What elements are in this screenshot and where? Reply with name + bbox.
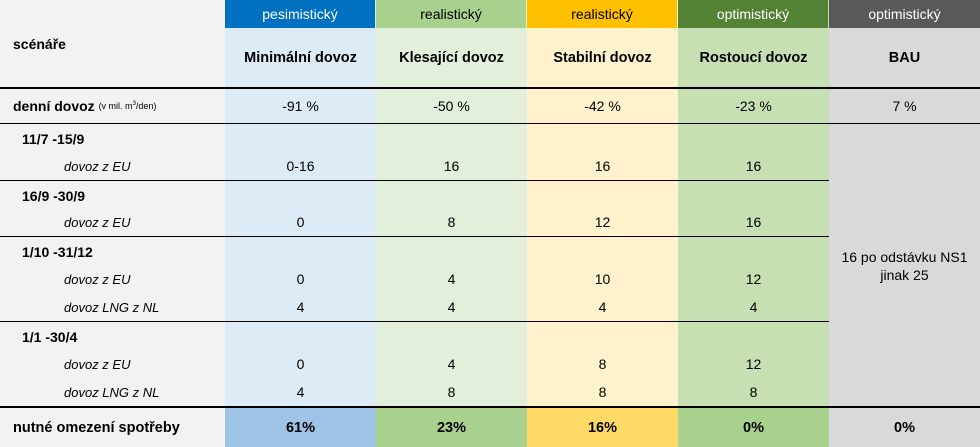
scenario-name: Rostoucí dovoz	[699, 50, 808, 66]
row-label: dovoz z EU	[64, 356, 131, 372]
scenario-name: Stabilní dovoz	[553, 50, 652, 66]
row-label: dovoz LNG z NL	[64, 384, 160, 400]
bau-note: 16 po odstávku NS1 jinak 25	[829, 240, 980, 292]
consumption-cut-label: nutné omezení spotřeby	[13, 419, 180, 436]
consumption-cut-value: 23%	[376, 408, 527, 447]
value-cell: 8	[447, 214, 456, 230]
divider	[0, 321, 829, 322]
divider	[0, 123, 980, 124]
value-cell: 4	[296, 384, 305, 400]
period-title: 1/10 -31/12	[22, 244, 93, 260]
value-cell: 12	[745, 356, 762, 372]
type-header: pesimistický	[225, 0, 375, 28]
daily-value: -50 %	[433, 98, 470, 114]
divider	[0, 406, 980, 408]
divider	[0, 236, 829, 237]
row-label: dovoz LNG z NL	[64, 299, 160, 315]
value-cell: 12	[594, 214, 611, 230]
scenario-name: Klesající dovoz	[399, 50, 504, 66]
type-header: realistický	[527, 0, 677, 28]
value-cell: 16	[745, 214, 762, 230]
value-cell: 0	[296, 356, 305, 372]
col-real1-bg	[376, 0, 527, 447]
daily-import-unit: (v mil. m3/den)	[99, 101, 157, 111]
type-header: optimistický	[829, 0, 980, 28]
divider	[0, 180, 829, 181]
value-cell: 16	[443, 158, 460, 174]
value-cell: 0-16	[286, 158, 315, 174]
period-title: 1/1 -30/4	[22, 329, 78, 345]
daily-import-label: denní dovoz (v mil. m3/den)	[13, 92, 225, 120]
col-opt-bg	[678, 0, 829, 447]
period-title: 11/7 -15/9	[22, 131, 85, 147]
row-label: dovoz z EU	[64, 158, 131, 174]
period-title: 16/9 -30/9	[22, 188, 86, 204]
value-cell: 4	[296, 299, 305, 315]
value-cell: 4	[598, 299, 607, 315]
bau-note-line: 16 po odstávku NS1	[841, 249, 968, 265]
row-label: dovoz z EU	[64, 271, 131, 287]
value-cell: 8	[749, 384, 758, 400]
value-cell: 4	[447, 271, 456, 287]
value-cell: 4	[749, 299, 758, 315]
col-bau-bg	[829, 0, 980, 447]
unit-suffix: /den)	[135, 101, 157, 111]
col-real2-bg	[527, 0, 678, 447]
consumption-cut-value: 0%	[829, 408, 980, 447]
scenario-name: Minimální dovoz	[244, 50, 357, 66]
col-pes-bg	[225, 0, 376, 447]
type-header: realistický	[376, 0, 526, 28]
value-cell: 8	[447, 384, 456, 400]
daily-value: -91 %	[282, 98, 319, 114]
unit-prefix: (v mil. m	[98, 101, 133, 111]
daily-import-title: denní dovoz	[13, 98, 95, 114]
unit-superscript: 3	[132, 101, 136, 107]
value-cell: 4	[447, 356, 456, 372]
value-cell: 10	[594, 271, 611, 287]
daily-value: -42 %	[584, 98, 621, 114]
daily-value: 7 %	[892, 98, 917, 114]
scenarios-label: scénáře	[13, 36, 66, 52]
value-cell: 8	[598, 356, 607, 372]
type-header: optimistický	[678, 0, 828, 28]
value-cell: 8	[598, 384, 607, 400]
value-cell: 4	[447, 299, 456, 315]
consumption-cut-value: 0%	[678, 408, 829, 447]
daily-value: -23 %	[735, 98, 772, 114]
value-cell: 12	[745, 271, 762, 287]
row-label: dovoz z EU	[64, 214, 131, 230]
value-cell: 0	[296, 271, 305, 287]
value-cell: 16	[745, 158, 762, 174]
consumption-cut-value: 61%	[225, 408, 376, 447]
bau-note-line: jinak 25	[880, 267, 929, 283]
value-cell: 16	[594, 158, 611, 174]
consumption-cut-value: 16%	[527, 408, 678, 447]
value-cell: 0	[296, 214, 305, 230]
label-column-bg	[0, 0, 225, 447]
divider	[0, 87, 980, 89]
scenario-name: BAU	[888, 50, 921, 66]
